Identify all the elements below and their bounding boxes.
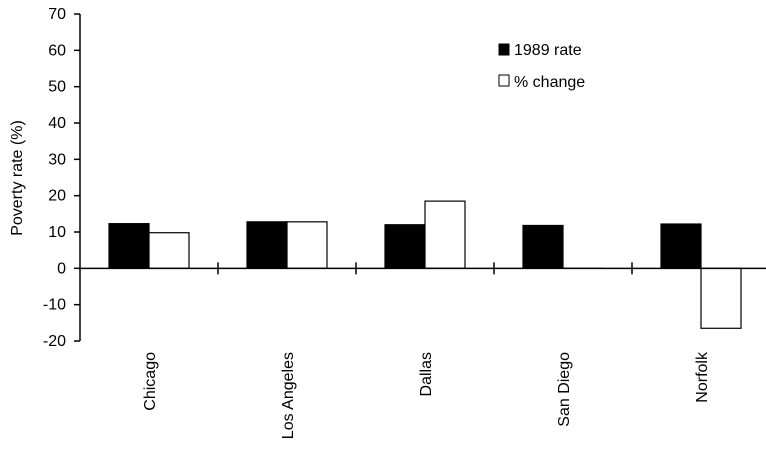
y-ticks-group: -20 -10 0 10 20 30 40 50 60 70 bbox=[43, 6, 80, 350]
bar-norfolk-series-1 bbox=[700, 267, 742, 329]
bar-chicago-series-0 bbox=[108, 223, 150, 269]
x-ticks-group: Chicago Los Angeles Dallas San Diego Norfolk bbox=[142, 262, 711, 439]
x-tick-label: Dallas bbox=[418, 352, 435, 396]
bar-dallas-series-1 bbox=[424, 200, 466, 269]
legend: 1989 rate % change bbox=[498, 42, 585, 91]
bar-san-diego-series-0 bbox=[522, 224, 564, 269]
y-tick-label: 50 bbox=[48, 79, 66, 96]
y-tick-label: 60 bbox=[48, 42, 66, 59]
x-tick-label: Chicago bbox=[142, 352, 159, 411]
y-tick-label: 0 bbox=[57, 260, 66, 277]
y-tick-label: 20 bbox=[48, 188, 66, 205]
axes-group bbox=[79, 14, 766, 341]
legend-swatch-1989-rate bbox=[498, 43, 510, 56]
bars-group bbox=[108, 200, 742, 329]
x-tick-label: Los Angeles bbox=[280, 352, 297, 439]
legend-label-1989-rate: 1989 rate bbox=[514, 42, 582, 59]
bar-norfolk-series-0 bbox=[660, 223, 702, 269]
bar-los-angeles-series-0 bbox=[246, 221, 288, 269]
x-tick-label: Norfolk bbox=[694, 351, 711, 403]
legend-label-percent-change: % change bbox=[514, 74, 585, 91]
legend-swatch-percent-change bbox=[498, 74, 510, 87]
bar-los-angeles-series-1 bbox=[286, 221, 328, 269]
bar-chicago-series-1 bbox=[148, 232, 190, 269]
y-axis-label: Poverty rate (%) bbox=[9, 120, 26, 236]
y-tick-label: 10 bbox=[48, 224, 66, 241]
y-tick-label: -20 bbox=[43, 333, 66, 350]
y-tick-label: 30 bbox=[48, 151, 66, 168]
x-tick-label: San Diego bbox=[556, 352, 573, 427]
y-tick-label: -10 bbox=[43, 297, 66, 314]
bar-dallas-series-0 bbox=[384, 224, 426, 269]
y-tick-label: 40 bbox=[48, 115, 66, 132]
y-tick-label: 70 bbox=[48, 6, 66, 23]
